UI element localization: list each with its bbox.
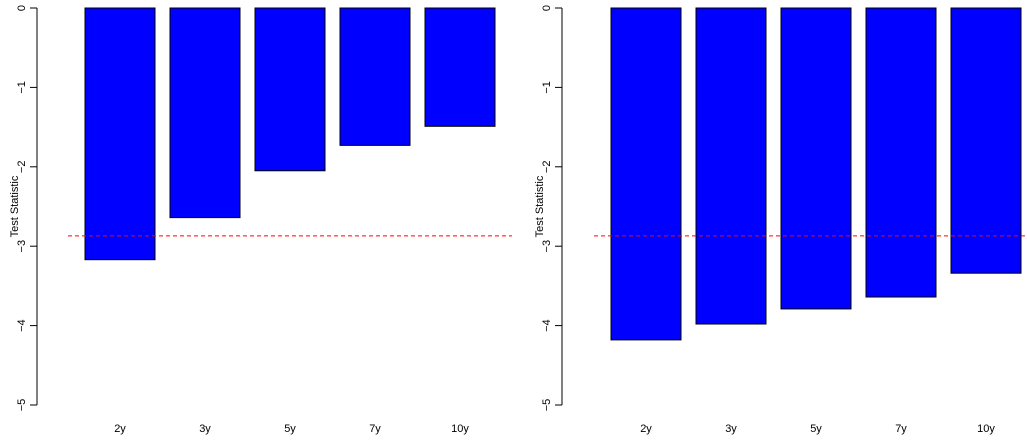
bar-3y	[169, 7, 241, 219]
category-label: 5y	[810, 423, 822, 435]
category-label: 2y	[640, 423, 652, 435]
category-label: 5y	[284, 423, 296, 435]
chart-panel-right: 0 −1 −2 −3 −4 −5 Test Statistic 2y 3y 5y 7y 10y	[534, 5, 1027, 435]
bar-10y	[424, 7, 496, 127]
bar-5y	[254, 7, 326, 172]
bar-2y	[84, 7, 156, 261]
y-tick-label: −4	[541, 319, 553, 332]
y-axis-title: Test Statistic	[534, 175, 546, 237]
category-label: 10y	[977, 423, 995, 435]
y-tick-label: −3	[16, 240, 28, 253]
y-tick-label: −4	[16, 319, 28, 332]
y-tick-label: −2	[541, 161, 553, 174]
y-tick-label: 0	[541, 5, 553, 11]
y-tick-label: −3	[541, 240, 553, 253]
bar-10y	[950, 7, 1022, 274]
y-tick-label: −2	[16, 161, 28, 174]
bar-7y	[865, 7, 937, 298]
category-label: 10y	[451, 423, 469, 435]
y-axis-title: Test Statistic	[9, 175, 21, 237]
y-tick-label: −5	[541, 399, 553, 412]
y-tick-label: −5	[16, 399, 28, 412]
category-label: 3y	[725, 423, 737, 435]
chart-panel-left: 0 −1 −2 −3 −4 −5 Test Statistic 2y 3y 5y 7y 10y	[9, 5, 512, 435]
category-label: 7y	[369, 423, 381, 435]
bar-7y	[339, 7, 411, 146]
bar-3y	[695, 7, 767, 325]
y-tick-label: 0	[16, 5, 28, 11]
category-label: 3y	[199, 423, 211, 435]
category-label: 7y	[895, 423, 907, 435]
bar-5y	[780, 7, 852, 310]
bar-2y	[610, 7, 682, 341]
y-tick-label: −1	[16, 81, 28, 94]
category-label: 2y	[114, 423, 126, 435]
y-tick-label: −1	[541, 81, 553, 94]
